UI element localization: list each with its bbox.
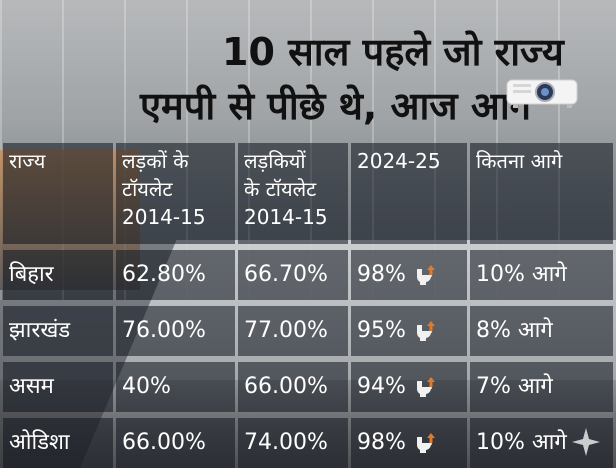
header-line: 2014-15 xyxy=(122,205,206,229)
toilet-up-icon xyxy=(416,377,435,397)
toilet-up-icon xyxy=(416,265,435,285)
cell-value: बिहार xyxy=(9,262,54,287)
cell-boys-2014-15: 76.00% xyxy=(116,306,235,356)
toilet-up-icon xyxy=(416,433,435,453)
header-girls-2014-15: लड़कियों के टॉयलेट 2014-15 xyxy=(238,143,348,244)
cell-value: 8% आगे xyxy=(476,318,553,343)
cell-value: 66.00% xyxy=(122,430,206,455)
cell-ahead: 7% आगे xyxy=(470,362,613,412)
cell-girls-2014-15: 74.00% xyxy=(238,418,348,468)
header-boys-2014-15: लड़कों के टॉयलेट 2014-15 xyxy=(116,143,235,244)
cell-value: 66.70% xyxy=(244,262,328,287)
header-line: लड़कों के xyxy=(122,149,189,173)
header-line: राज्य xyxy=(9,149,46,173)
cell-state: ओडिशा xyxy=(3,418,113,468)
cell-value: 7% आगे xyxy=(476,374,553,399)
headline-line-2: एमपी से पीछे थे, आज आगे xyxy=(140,84,532,128)
cell-value: ओडिशा xyxy=(9,430,70,455)
header-line: टॉयलेट xyxy=(122,177,173,201)
data-table: राज्य लड़कों के टॉयलेट 2014-15 लड़कियों के टॉ… xyxy=(0,143,616,468)
cell-state: झारखंड xyxy=(3,306,113,356)
cell-value: 40% xyxy=(122,374,171,399)
cell-2024-25: 98% xyxy=(351,418,467,468)
header-line: कितना आगे xyxy=(476,149,563,173)
cell-value: 76.00% xyxy=(122,318,206,343)
header-line: लड़कियों xyxy=(244,149,306,173)
cell-value: 10% आगे xyxy=(476,430,567,455)
toilet-up-icon xyxy=(416,321,435,341)
header-2024-25: 2024-25 xyxy=(351,143,467,244)
cell-value: 62.80% xyxy=(122,262,206,287)
cell-value: 74.00% xyxy=(244,430,328,455)
cell-value: 10% आगे xyxy=(476,262,567,287)
cell-value: 98% xyxy=(357,430,406,455)
cell-value: 66.00% xyxy=(244,374,328,399)
cell-ahead: 8% आगे xyxy=(470,306,613,356)
header-state: राज्य xyxy=(3,143,113,244)
cell-girls-2014-15: 77.00% xyxy=(238,306,348,356)
cell-value: झारखंड xyxy=(9,318,71,343)
projector-icon xyxy=(506,79,578,108)
cell-value: 95% xyxy=(357,318,406,343)
cell-state: बिहार xyxy=(3,250,113,300)
cell-girls-2014-15: 66.70% xyxy=(238,250,348,300)
cell-ahead: 10% आगे xyxy=(470,250,613,300)
cell-2024-25: 98% xyxy=(351,250,467,300)
headline: 10 साल पहले जो राज्य एमपी से पीछे थे, आज… xyxy=(0,14,616,140)
header-line: के टॉयलेट xyxy=(244,177,317,201)
cell-boys-2014-15: 62.80% xyxy=(116,250,235,300)
cell-value: असम xyxy=(9,374,54,399)
cell-value: 77.00% xyxy=(244,318,328,343)
cell-girls-2014-15: 66.00% xyxy=(238,362,348,412)
header-line: 2024-25 xyxy=(357,149,441,173)
cell-boys-2014-15: 40% xyxy=(116,362,235,412)
cell-value: 98% xyxy=(357,262,406,287)
sparkle-icon xyxy=(572,428,600,456)
cell-2024-25: 95% xyxy=(351,306,467,356)
cell-state: असम xyxy=(3,362,113,412)
cell-boys-2014-15: 66.00% xyxy=(116,418,235,468)
cell-2024-25: 94% xyxy=(351,362,467,412)
cell-value: 94% xyxy=(357,374,406,399)
headline-line-1: 10 साल पहले जो राज्य xyxy=(222,30,564,74)
header-ahead: कितना आगे xyxy=(470,143,613,244)
header-line: 2014-15 xyxy=(244,205,328,229)
